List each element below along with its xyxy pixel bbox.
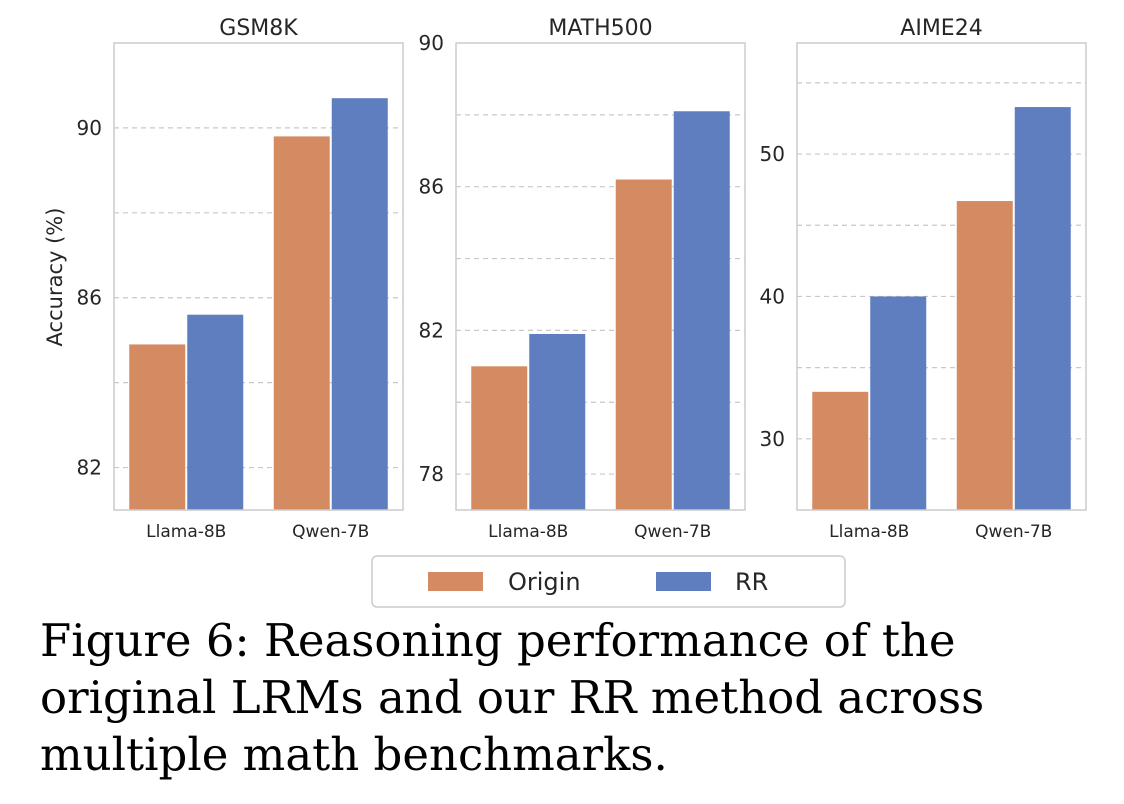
y-tick-label: 82	[77, 456, 102, 480]
legend-label-origin: Origin	[508, 568, 581, 596]
bar-gsm8k-qwen-7b-origin	[273, 136, 330, 510]
x-tick-label: Llama-8B	[488, 522, 568, 542]
legend-frame	[371, 555, 846, 608]
panel-aime24: Llama-8B Qwen-7B 30 40 50 AIME24	[760, 16, 1087, 542]
y-axis-label: Accuracy (%)	[43, 208, 67, 347]
x-tick-label: Llama-8B	[829, 522, 909, 542]
panel-title: AIME24	[900, 16, 982, 41]
bar-math500-qwen-7b-rr	[673, 111, 730, 510]
y-tick-label: 90	[419, 31, 444, 55]
chart: Llama-8B Qwen-7B 82 86 90 GSM8K Llama-8B Qwen-7…	[43, 16, 1087, 608]
panel-gsm8k: Llama-8B Qwen-7B 82 86 90 GSM8K	[77, 16, 404, 542]
chart-panels: Llama-8B Qwen-7B 82 86 90 GSM8K Llama-8B Qwen-7…	[77, 16, 1087, 542]
x-tick-label: Llama-8B	[146, 522, 226, 542]
y-tick-label: 40	[760, 284, 785, 308]
bar-gsm8k-llama-8b-rr	[187, 314, 244, 510]
bar-gsm8k-qwen-7b-rr	[331, 98, 388, 510]
y-tick-label: 50	[760, 142, 785, 166]
panel-math500: Llama-8B Qwen-7B 78 82 86 90 MATH500	[419, 16, 746, 542]
bar-aime24-llama-8b-origin	[812, 391, 869, 510]
panel-frame	[796, 42, 1087, 511]
bar-math500-llama-8b-origin	[471, 366, 528, 510]
panel-frame	[455, 42, 746, 511]
legend-swatch-origin	[428, 572, 483, 591]
y-tick-label: 86	[77, 286, 102, 310]
panel-title: MATH500	[548, 16, 652, 41]
panel-frame	[113, 42, 404, 511]
legend: Origin RR	[371, 555, 846, 608]
bar-math500-qwen-7b-origin	[615, 179, 672, 510]
legend-swatch-rr	[656, 572, 711, 591]
y-tick-label: 90	[77, 116, 102, 140]
bar-math500-llama-8b-rr	[529, 333, 586, 510]
panel-title: GSM8K	[219, 16, 298, 41]
y-tick-label: 82	[419, 318, 444, 342]
y-tick-label: 78	[419, 462, 444, 486]
bar-aime24-llama-8b-rr	[870, 296, 927, 510]
bar-gsm8k-llama-8b-origin	[129, 344, 186, 510]
x-tick-label: Qwen-7B	[975, 522, 1052, 542]
x-tick-label: Qwen-7B	[634, 522, 711, 542]
legend-label-rr: RR	[735, 568, 768, 596]
bar-aime24-qwen-7b-rr	[1014, 107, 1071, 510]
x-tick-label: Qwen-7B	[292, 522, 369, 542]
y-tick-label: 86	[419, 175, 444, 199]
bar-aime24-qwen-7b-origin	[956, 201, 1013, 511]
figure-caption: Figure 6: Reasoning performance of the o…	[40, 614, 985, 781]
y-tick-label: 30	[760, 427, 785, 451]
